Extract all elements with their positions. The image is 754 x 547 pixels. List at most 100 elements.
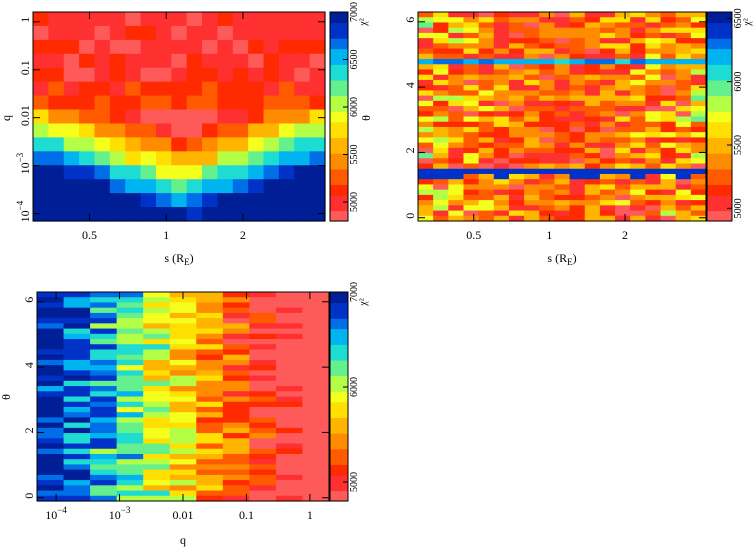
heatmap-cell [433, 194, 449, 201]
heatmap-cell [278, 207, 295, 222]
heatmap-cell [508, 179, 525, 186]
heatmap-cell [630, 12, 646, 18]
heatmap-cell [79, 67, 96, 83]
colorbar-segment [707, 163, 732, 170]
heatmap-cell [448, 116, 465, 123]
heatmap-cell [478, 200, 495, 206]
heatmap-cell [249, 302, 277, 309]
heatmap-cell [615, 74, 631, 81]
heatmap-cell [630, 85, 646, 91]
heatmap-cell [448, 69, 465, 76]
heatmap-cell [63, 417, 91, 424]
heatmap-cell [63, 302, 91, 309]
heatmap-cell [79, 207, 96, 222]
heatmap-cell [33, 95, 49, 111]
heatmap-cell [463, 59, 480, 65]
heatmap-cell [169, 459, 197, 466]
heatmap-cell [660, 22, 677, 29]
heatmap-cell [493, 79, 510, 86]
heatmap-cell [275, 380, 304, 387]
heatmap-cell [615, 158, 631, 165]
heatmap-cell [202, 67, 219, 83]
heatmap-cell [116, 448, 144, 455]
heatmap-cell [37, 359, 65, 366]
heatmap-cell [418, 38, 434, 44]
heatmap-cell [249, 427, 277, 434]
heatmap-cell [463, 189, 480, 196]
heatmap-cell [539, 142, 556, 149]
heatmap-cell [169, 464, 197, 471]
heatmap-cell [37, 375, 65, 382]
heatmap-cell [599, 85, 616, 91]
heatmap-cell [615, 100, 631, 107]
heatmap-cell [690, 32, 707, 39]
heatmap-cell [63, 370, 91, 377]
heatmap-cell [660, 32, 677, 39]
heatmap-cell [140, 179, 157, 194]
colorbar-tick-label: 6000 [349, 97, 360, 117]
colorbar-segment [330, 443, 348, 450]
heatmap-cell [660, 168, 677, 175]
heatmap-cell [599, 53, 616, 60]
heatmap-cell [493, 43, 510, 50]
heatmap-cell [524, 194, 540, 201]
heatmap-cell [116, 490, 144, 497]
heatmap-cell [302, 396, 330, 403]
heatmap-cell [48, 95, 65, 111]
heatmap-cell [660, 27, 677, 34]
colorbar-segment [330, 121, 348, 128]
heatmap-cell [171, 123, 188, 138]
heatmap-cell [508, 74, 525, 81]
heatmap-cell [660, 184, 677, 191]
heatmap-cell [116, 417, 144, 424]
heatmap-cell [418, 215, 434, 222]
heatmap-cell [169, 443, 197, 450]
heatmap-cell [217, 81, 234, 97]
heatmap-cell [143, 474, 171, 481]
heatmap-cell [433, 121, 449, 128]
heatmap-cell [615, 106, 631, 112]
heatmap-cell [169, 344, 197, 351]
heatmap-cell [109, 109, 126, 125]
heatmap-cell [508, 215, 525, 222]
heatmap-cell [508, 147, 525, 154]
heatmap-cell [278, 193, 295, 208]
heatmap-cell [569, 90, 586, 97]
heatmap-cell [169, 370, 197, 377]
heatmap-cell [599, 168, 616, 175]
heatmap-cell [599, 121, 616, 128]
colorbar-segment [330, 433, 348, 439]
heatmap-cell [630, 194, 646, 201]
heatmap-cell [645, 43, 662, 50]
heatmap-cell [90, 474, 118, 481]
heatmap-cell [690, 74, 707, 81]
heatmap-cell [539, 200, 556, 206]
heatmap-cell [448, 205, 465, 212]
heatmap-cell [143, 443, 171, 450]
heatmap-cell [222, 349, 250, 356]
heatmap-cell [478, 69, 495, 76]
heatmap-cell [463, 147, 480, 154]
heatmap-cell [463, 205, 480, 212]
heatmap-cell [645, 116, 662, 123]
heatmap-cell [463, 111, 480, 118]
heatmap-cell [584, 12, 601, 18]
heatmap-cell [463, 85, 480, 91]
colorbar-tick-label: 6500 [349, 50, 360, 70]
heatmap-cell [63, 312, 91, 319]
heatmap-cell [433, 132, 449, 138]
heatmap-cell [275, 354, 304, 361]
heatmap-cell [690, 17, 707, 24]
heatmap-cell [63, 401, 91, 408]
heatmap-cell [186, 137, 203, 152]
heatmap-cell [275, 490, 304, 497]
heatmap-cell [463, 69, 480, 76]
heatmap-cell [554, 32, 571, 39]
heatmap-cell [275, 333, 304, 340]
heatmap-cell [90, 459, 118, 466]
heatmap-cell [615, 184, 631, 191]
heatmap-cell [278, 39, 295, 55]
heatmap-cell [116, 495, 144, 502]
heatmap-cell [660, 137, 677, 144]
heatmap-cell [48, 67, 65, 83]
